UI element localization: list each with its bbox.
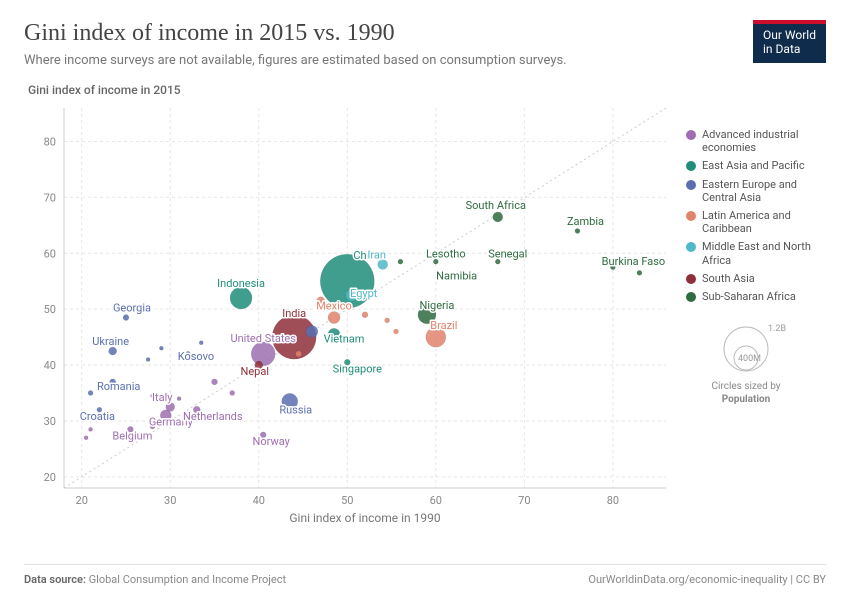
legend-label: East Asia and Pacific bbox=[702, 159, 805, 172]
svg-text:80: 80 bbox=[607, 494, 619, 507]
footer-src-label: Data source: bbox=[24, 573, 86, 586]
chart-area: 20 30 40 50 60 70 80 20 30 40 50 60 70 80 Gini index o… bbox=[24, 68, 826, 538]
footer: Data source: Global Consumption and Inco… bbox=[24, 564, 826, 586]
svg-text:70: 70 bbox=[44, 191, 56, 204]
size-big-label: 1.2B bbox=[768, 324, 786, 334]
svg-text:Nepal: Nepal bbox=[241, 365, 270, 378]
legend-swatch bbox=[686, 180, 696, 190]
chart-subtitle: Where income surveys are not available, … bbox=[24, 53, 826, 68]
legend-swatch bbox=[686, 211, 696, 221]
svg-text:South Africa: South Africa bbox=[466, 199, 526, 212]
legend-swatch bbox=[686, 161, 696, 171]
legend: Advanced industrial economies East Asia a… bbox=[686, 128, 826, 308]
svg-text:Nigeria: Nigeria bbox=[420, 299, 455, 312]
svg-text:Indonesia: Indonesia bbox=[217, 277, 265, 290]
legend-swatch bbox=[686, 274, 696, 284]
svg-text:Kosovo: Kosovo bbox=[178, 350, 214, 363]
svg-text:Belgium: Belgium bbox=[112, 429, 152, 442]
svg-text:Georgia: Georgia bbox=[113, 302, 151, 315]
svg-text:Italy: Italy bbox=[152, 391, 173, 404]
svg-text:Norway: Norway bbox=[253, 435, 291, 448]
svg-text:30: 30 bbox=[164, 494, 176, 507]
size-caption: Circles sized by bbox=[711, 381, 780, 392]
legend-item[interactable]: Eastern Europe and Central Asia bbox=[686, 178, 826, 204]
footer-src: Global Consumption and Income Project bbox=[89, 573, 286, 586]
svg-text:Burkina Faso: Burkina Faso bbox=[602, 255, 666, 268]
size-legend-icon: 1.2B 400M bbox=[696, 313, 796, 373]
svg-text:60: 60 bbox=[44, 247, 56, 260]
svg-text:Egypt: Egypt bbox=[350, 287, 378, 300]
legend-label: Eastern Europe and Central Asia bbox=[702, 178, 826, 204]
legend-item[interactable]: Latin America and Caribbean bbox=[686, 209, 826, 235]
svg-text:Croatia: Croatia bbox=[80, 410, 115, 423]
svg-text:30: 30 bbox=[44, 415, 56, 428]
footer-right: OurWorldinData.org/economic-inequality |… bbox=[588, 573, 826, 586]
svg-text:50: 50 bbox=[341, 494, 353, 507]
header: Our World in Data Gini index of income i… bbox=[24, 20, 826, 68]
legend-item[interactable]: Advanced industrial economies bbox=[686, 128, 826, 154]
svg-text:20: 20 bbox=[44, 471, 56, 484]
svg-text:Senegal: Senegal bbox=[488, 248, 527, 261]
legend-label: Sub-Saharan Africa bbox=[702, 290, 796, 303]
svg-text:70: 70 bbox=[518, 494, 530, 507]
svg-text:Namibia: Namibia bbox=[436, 270, 477, 283]
legend-label: Advanced industrial economies bbox=[702, 128, 826, 154]
svg-text:Vietnam: Vietnam bbox=[324, 332, 365, 345]
size-caption-b: Population bbox=[722, 394, 771, 405]
svg-text:Gini index of income in 2015: Gini index of income in 2015 bbox=[28, 83, 181, 97]
size-small-label: 400M bbox=[738, 354, 761, 364]
svg-text:India: India bbox=[282, 307, 306, 320]
svg-text:Lesotho: Lesotho bbox=[426, 248, 466, 261]
svg-text:Netherlands: Netherlands bbox=[183, 410, 243, 423]
legend-item[interactable]: South Asia bbox=[686, 272, 826, 285]
svg-text:Romania: Romania bbox=[97, 380, 140, 393]
svg-text:Iran: Iran bbox=[367, 248, 386, 261]
logo-line2: in Data bbox=[763, 43, 816, 57]
svg-text:60: 60 bbox=[430, 494, 442, 507]
svg-text:United States: United States bbox=[230, 332, 296, 345]
legend-item[interactable]: Middle East and North Africa bbox=[686, 240, 826, 266]
svg-text:Brazil: Brazil bbox=[430, 319, 457, 332]
size-legend: 1.2B 400M Circles sized by Population bbox=[686, 313, 806, 406]
legend-label: South Asia bbox=[702, 272, 755, 285]
legend-swatch bbox=[686, 242, 696, 252]
legend-swatch bbox=[686, 292, 696, 302]
legend-item[interactable]: East Asia and Pacific bbox=[686, 159, 826, 172]
svg-text:80: 80 bbox=[44, 136, 56, 149]
svg-text:Gini index of income in 1990: Gini index of income in 1990 bbox=[289, 511, 440, 525]
svg-text:Singapore: Singapore bbox=[333, 362, 383, 375]
legend-item[interactable]: Sub-Saharan Africa bbox=[686, 290, 826, 303]
svg-text:Russia: Russia bbox=[279, 403, 312, 416]
svg-text:40: 40 bbox=[44, 359, 56, 372]
svg-text:50: 50 bbox=[44, 303, 56, 316]
chart-container: Our World in Data Gini index of income i… bbox=[0, 0, 850, 600]
chart-title: Gini index of income in 2015 vs. 1990 bbox=[24, 20, 826, 47]
legend-label: Middle East and North Africa bbox=[702, 240, 826, 266]
logo-line1: Our World bbox=[763, 29, 816, 43]
svg-text:40: 40 bbox=[253, 494, 265, 507]
svg-text:20: 20 bbox=[76, 494, 88, 507]
owid-logo: Our World in Data bbox=[753, 20, 826, 63]
legend-label: Latin America and Caribbean bbox=[702, 209, 826, 235]
legend-swatch bbox=[686, 130, 696, 140]
svg-text:Ukraine: Ukraine bbox=[92, 335, 129, 348]
svg-text:Mexico: Mexico bbox=[316, 300, 352, 313]
svg-text:Zambia: Zambia bbox=[567, 215, 604, 228]
